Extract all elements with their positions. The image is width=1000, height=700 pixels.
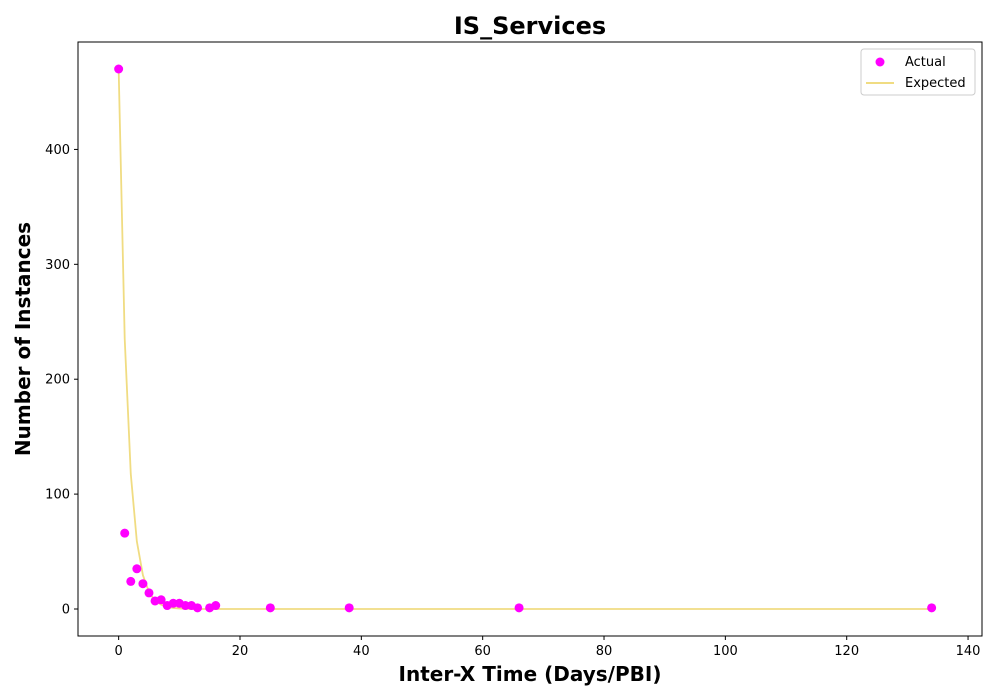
legend-actual-marker <box>875 57 885 67</box>
y-tick-label: 200 <box>45 373 70 388</box>
y-tick-label: 100 <box>45 488 70 503</box>
data-point-actual <box>927 603 937 613</box>
x-tick-label: 140 <box>956 644 981 659</box>
y-axis-label: Number of Instances <box>11 222 35 456</box>
y-tick-label: 300 <box>45 258 70 273</box>
data-point-actual <box>193 603 203 613</box>
plot-area <box>114 64 937 613</box>
x-tick-label: 60 <box>474 644 491 659</box>
chart-title: IS_Services <box>454 12 606 40</box>
axis-ticks: 0 20 40 60 80 100 120 140 0 100 200 300 400 <box>45 143 980 659</box>
x-tick-label: 40 <box>353 644 370 659</box>
x-axis-label: Inter-X Time (Days/PBI) <box>399 662 662 686</box>
data-point-actual <box>144 588 154 598</box>
data-point-actual <box>156 595 166 605</box>
data-point-actual <box>211 601 221 611</box>
y-tick-label: 0 <box>62 603 70 618</box>
plot-frame <box>77 41 983 637</box>
data-point-actual <box>126 576 136 586</box>
x-tick-label: 120 <box>834 644 859 659</box>
x-tick-label: 0 <box>115 644 123 659</box>
data-point-actual <box>344 603 354 613</box>
data-point-actual <box>120 528 130 538</box>
x-tick-label: 100 <box>713 644 738 659</box>
legend: Actual Expected <box>860 48 976 96</box>
y-tick-label: 400 <box>45 143 70 158</box>
legend-expected-label: Expected <box>905 76 966 91</box>
x-tick-label: 80 <box>596 644 613 659</box>
legend-actual-label: Actual <box>905 55 946 70</box>
data-point-actual <box>265 603 275 613</box>
x-tick-label: 20 <box>232 644 249 659</box>
data-point-actual <box>138 579 148 589</box>
data-point-actual <box>132 564 142 574</box>
data-point-actual <box>514 603 524 613</box>
data-point-actual <box>114 64 124 74</box>
